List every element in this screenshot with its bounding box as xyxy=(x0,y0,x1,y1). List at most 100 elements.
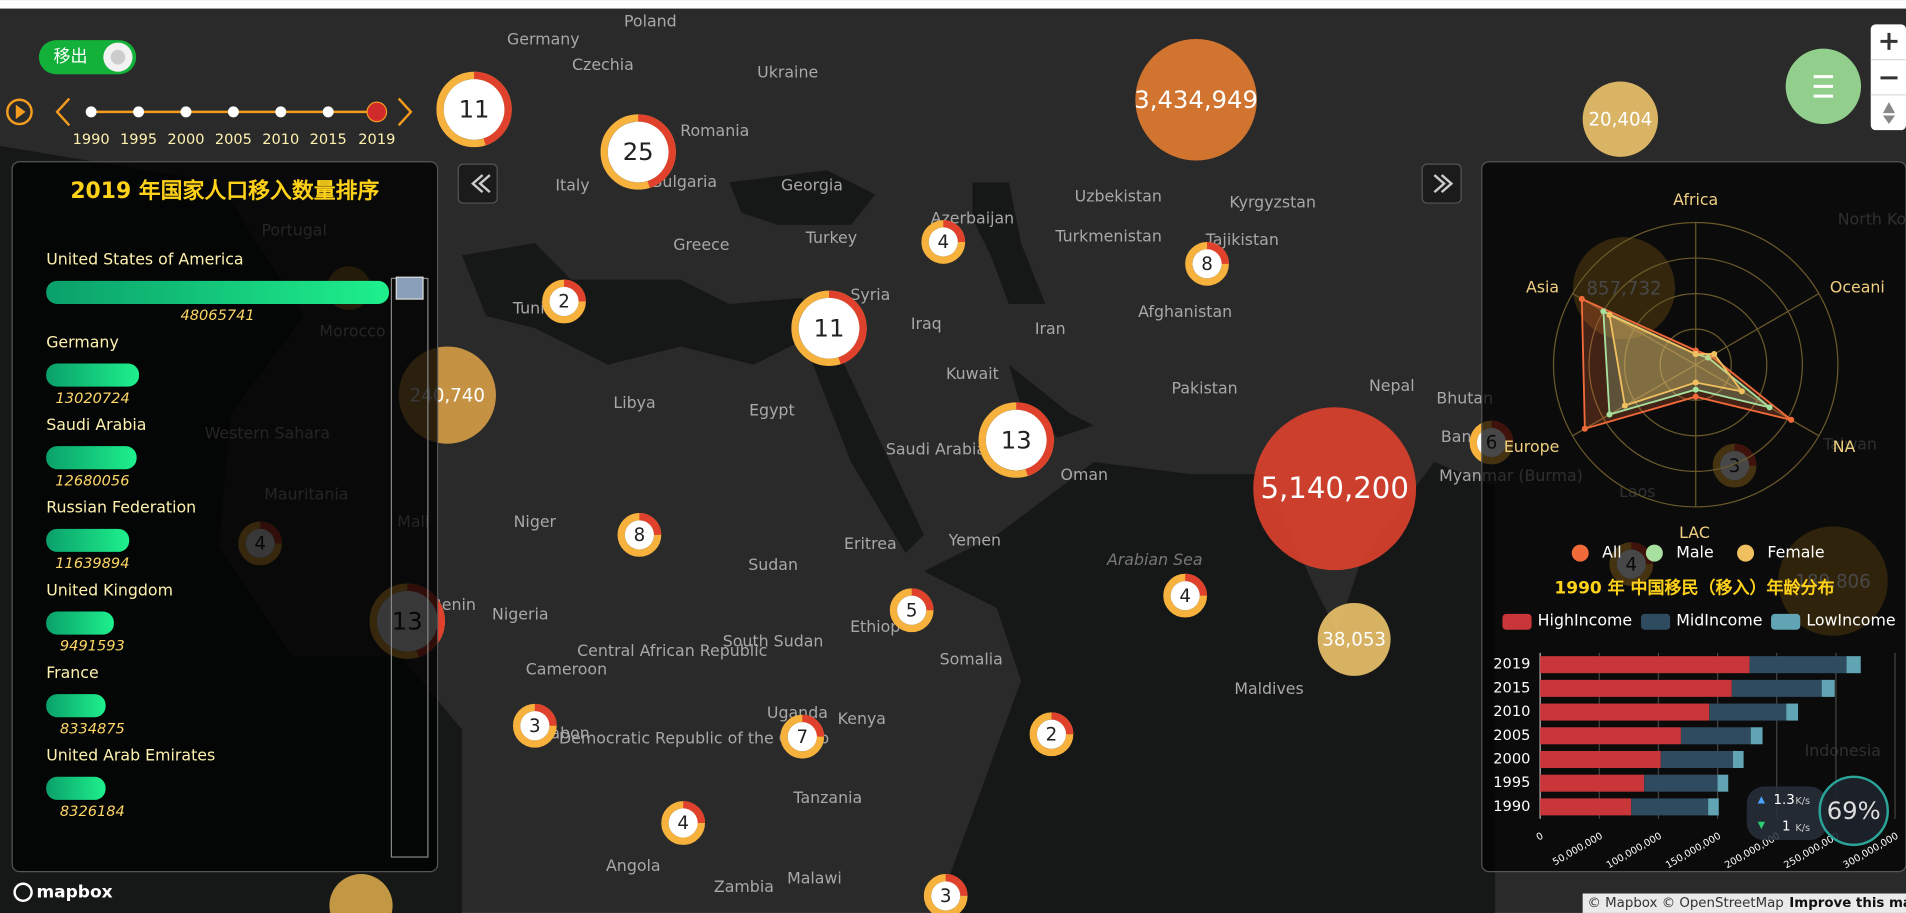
bar-segment xyxy=(1717,774,1729,792)
cluster[interactable]: 3 xyxy=(512,703,557,748)
cluster[interactable]: 11 xyxy=(791,290,867,366)
timeline-year: 2000 xyxy=(167,131,204,148)
map-label: Iraq xyxy=(911,314,942,333)
radar-point xyxy=(1766,404,1773,411)
radar-point xyxy=(1606,411,1613,418)
timeline-dot[interactable] xyxy=(322,106,334,118)
collapse-left[interactable] xyxy=(457,163,498,204)
bar-segment xyxy=(1749,656,1847,674)
legend-marker[interactable] xyxy=(1641,613,1671,630)
timeline-year: 1995 xyxy=(120,131,157,148)
y-tick-label: 2019 xyxy=(1493,656,1530,673)
legend-marker[interactable] xyxy=(1645,544,1663,562)
bar xyxy=(46,280,389,304)
bar-segment xyxy=(1540,798,1632,816)
cluster[interactable]: 4 xyxy=(1163,573,1208,618)
play-button[interactable] xyxy=(6,98,33,126)
legend-label[interactable]: Female xyxy=(1767,543,1824,562)
radar-point xyxy=(1600,308,1607,315)
country-name: France xyxy=(46,663,99,682)
compass[interactable] xyxy=(1882,102,1896,125)
next-button[interactable] xyxy=(397,97,413,127)
map-label: Bulgaria xyxy=(652,172,718,191)
cluster[interactable]: 2 xyxy=(1029,712,1074,757)
cpu-usage: 69% xyxy=(1827,796,1881,825)
cluster[interactable]: 11 xyxy=(436,71,512,148)
legend-marker[interactable] xyxy=(1737,544,1755,562)
bar-segment xyxy=(1540,703,1710,721)
map-label: Italy xyxy=(555,176,589,195)
map-label: Tuni xyxy=(512,298,545,317)
zoom-in[interactable] xyxy=(1880,32,1898,50)
timeline-dot[interactable] xyxy=(275,106,287,118)
bar xyxy=(46,446,137,470)
prev-button[interactable] xyxy=(55,97,71,127)
timeline-dot[interactable] xyxy=(133,106,145,118)
cluster-count: 7 xyxy=(796,727,808,748)
cluster-core xyxy=(549,286,579,317)
map-label: Yemen xyxy=(948,530,1001,549)
legend-label[interactable]: MidIncome xyxy=(1676,611,1762,630)
cluster-count: 4 xyxy=(1179,586,1191,607)
mapbox-logo: mapbox xyxy=(36,882,112,902)
cluster[interactable]: 7 xyxy=(780,714,825,759)
legend-marker[interactable] xyxy=(1771,613,1801,630)
y-tick-label: 1990 xyxy=(1493,798,1530,815)
improve-link[interactable]: Improve this ma xyxy=(1789,896,1906,911)
radar-point xyxy=(1578,295,1585,302)
mapbox-icon xyxy=(13,882,33,903)
bar-value: 48065741 xyxy=(180,307,254,324)
bar-segment xyxy=(1631,798,1709,816)
cluster[interactable]: 8 xyxy=(1185,241,1229,286)
legend-label[interactable]: Male xyxy=(1676,543,1713,562)
menu-button[interactable] xyxy=(1785,48,1862,125)
cluster[interactable]: 25 xyxy=(600,114,676,190)
cluster[interactable]: 5 xyxy=(889,588,934,633)
button-box[interactable] xyxy=(457,163,498,204)
radar-axis xyxy=(1695,364,1820,437)
collapse-right[interactable] xyxy=(1421,163,1462,204)
button-box[interactable] xyxy=(1421,163,1462,204)
country-name: United Kingdom xyxy=(46,580,173,599)
timeline-dot[interactable] xyxy=(180,106,192,118)
cluster[interactable]: 2 xyxy=(542,279,586,324)
radar-axis-label: Africa xyxy=(1673,190,1718,209)
radar-axis-label: NA xyxy=(1833,437,1856,456)
total-bubble[interactable] xyxy=(1135,38,1257,161)
legend-label[interactable]: All xyxy=(1602,543,1622,562)
toggle[interactable]: 移出 xyxy=(38,40,137,75)
button-icon xyxy=(471,174,491,194)
scroll-handle[interactable] xyxy=(395,276,424,300)
total-bubble[interactable] xyxy=(1582,81,1659,157)
cluster[interactable]: 13 xyxy=(978,402,1054,478)
bar-segment xyxy=(1680,727,1751,745)
radar-axis-label: Europe xyxy=(1504,437,1560,456)
map-label: Eritrea xyxy=(844,534,897,553)
ranking-title: 2019 年国家人口移入数量排序 xyxy=(70,178,379,204)
radar-point xyxy=(1692,386,1699,393)
timeline-dot[interactable] xyxy=(227,106,239,118)
bar xyxy=(46,611,114,635)
timeline-year: 2005 xyxy=(215,131,252,148)
legend-marker[interactable] xyxy=(1571,544,1589,562)
map-label: Somalia xyxy=(940,650,1003,669)
legend-marker[interactable] xyxy=(1502,613,1532,630)
cluster[interactable]: 3 xyxy=(923,874,968,913)
legend-label[interactable]: LowIncome xyxy=(1806,611,1895,630)
total-bubble[interactable] xyxy=(1317,602,1391,676)
radar-point xyxy=(1692,393,1699,400)
timeline-year: 2010 xyxy=(262,131,299,148)
down-arrow xyxy=(1757,821,1765,830)
y-tick-label: 2010 xyxy=(1493,703,1530,720)
cluster[interactable]: 4 xyxy=(661,801,706,845)
cluster[interactable]: 8 xyxy=(617,513,662,557)
radar-chart: Africa Oceani NA LAC Europe Asia All Male Female xyxy=(1504,190,1885,562)
map-label: Poland xyxy=(624,11,677,30)
legend-label[interactable]: HighIncome xyxy=(1538,611,1632,630)
cluster[interactable]: 4 xyxy=(921,220,966,264)
timeline-dot[interactable] xyxy=(366,101,388,123)
map-label: Saudi Arabia xyxy=(886,439,986,458)
total-bubble[interactable] xyxy=(1253,407,1417,571)
timeline-dot[interactable] xyxy=(85,106,97,118)
